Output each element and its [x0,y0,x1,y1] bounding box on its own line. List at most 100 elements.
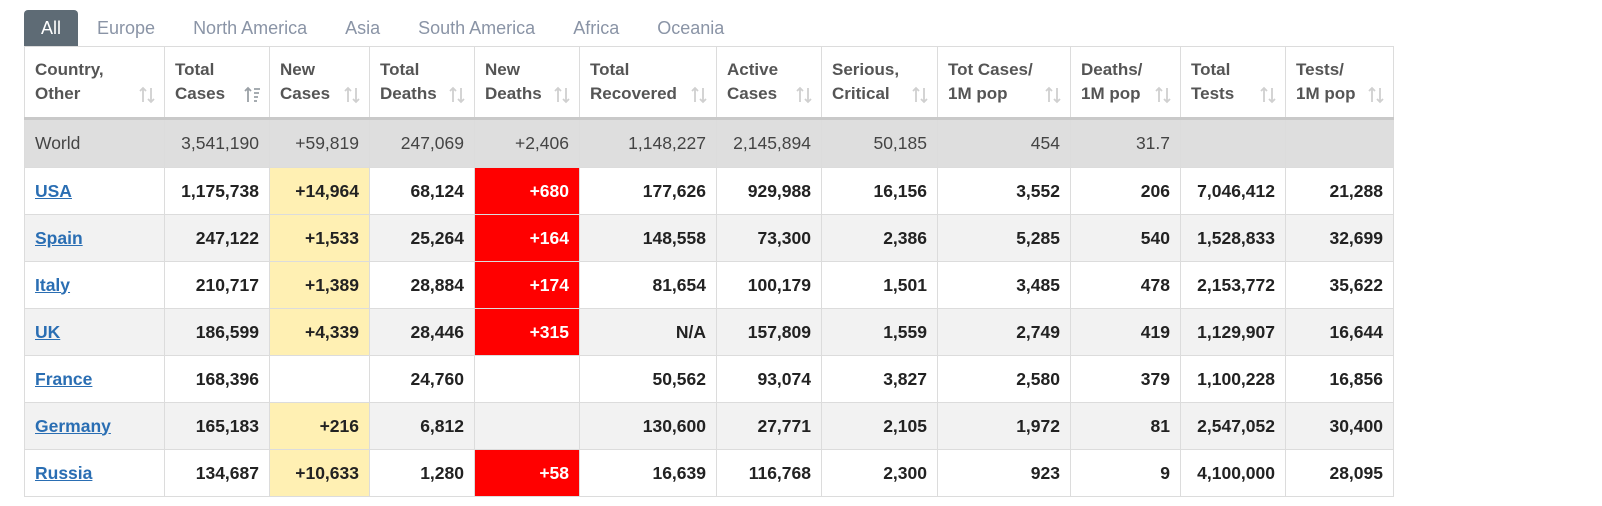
total-deaths-cell: 68,124 [369,167,475,215]
new-cases-cell [269,355,370,403]
country-link[interactable]: Italy [35,274,71,295]
region-tabs: All Europe North America Asia South Amer… [24,10,743,46]
serious-critical-cell: 16,156 [821,167,938,215]
sort-icon[interactable] [448,85,466,105]
column-header-deaths-per-1m[interactable]: Deaths/1M pop [1070,46,1181,120]
tot-cases-per-1m-cell: 923 [937,449,1071,497]
column-header-line: 1M pop [1081,84,1141,103]
serious-critical-cell: 2,300 [821,449,938,497]
column-header-tot-cases-per-1m[interactable]: Tot Cases/1M pop [937,46,1071,120]
column-header-line: New [485,60,520,79]
tot-cases-per-1m-cell: 3,485 [937,261,1071,309]
column-header-line: Total [1191,60,1231,79]
column-header-line: Deaths [380,84,437,103]
tab-europe[interactable]: Europe [97,17,156,38]
tests-per-1m-cell: 16,856 [1285,355,1394,403]
world-total-recovered-cell: 1,148,227 [579,118,717,168]
column-header-serious-critical[interactable]: Serious, Critical [821,46,938,120]
column-header-total-recovered[interactable]: Total Recovered [579,46,717,120]
deaths-per-1m-cell: 540 [1070,214,1181,262]
deaths-per-1m-cell: 379 [1070,355,1181,403]
total-tests-cell: 4,100,000 [1180,449,1286,497]
sort-icon[interactable] [553,85,571,105]
world-serious-critical-cell: 50,185 [821,118,938,168]
sort-desc-icon[interactable] [243,85,261,105]
country-link[interactable]: UK [35,321,61,342]
column-header-line: Tests [1191,84,1235,103]
sort-icon[interactable] [1044,85,1062,105]
world-tests-per-1m-cell [1285,118,1394,168]
sort-icon[interactable] [1154,85,1172,105]
country-link[interactable]: Germany [35,415,111,436]
sort-icon[interactable] [690,85,708,105]
tab-africa[interactable]: Africa [573,17,620,38]
sort-icon[interactable] [911,85,929,105]
sort-icon[interactable] [795,85,813,105]
column-header-line: Country, [35,60,104,79]
column-header-line: Deaths [485,84,542,103]
tab-asia[interactable]: Asia [345,17,381,38]
column-header-tests-per-1m[interactable]: Tests/1M pop [1285,46,1394,120]
tot-cases-per-1m-cell: 5,285 [937,214,1071,262]
column-header-line: Total [175,60,215,79]
deaths-per-1m-cell: 9 [1070,449,1181,497]
column-header-line: Total [590,60,630,79]
deaths-per-1m-cell: 81 [1070,402,1181,450]
column-header-new-cases[interactable]: New Cases [269,46,370,120]
tot-cases-per-1m-cell: 1,972 [937,402,1071,450]
sort-icon[interactable] [1367,85,1385,105]
total-deaths-cell: 28,884 [369,261,475,309]
column-header-line: 1M pop [1296,84,1356,103]
sort-icon[interactable] [138,85,156,105]
column-header-total-cases[interactable]: Total Cases [164,46,270,120]
country-link[interactable]: Russia [35,462,93,483]
sort-icon[interactable] [343,85,361,105]
tab-oceania[interactable]: Oceania [657,17,725,38]
active-cases-cell: 73,300 [716,214,822,262]
column-header-line: Tot Cases/ [948,60,1033,79]
active-cases-cell: 27,771 [716,402,822,450]
serious-critical-cell: 2,386 [821,214,938,262]
header-row: Country, Other Total Cases New Cases Total Deat… [24,46,1394,120]
sort-icon[interactable] [1259,85,1277,105]
country-link[interactable]: Spain [35,227,83,248]
column-header-line: Active [727,60,779,79]
column-header-total-tests[interactable]: Total Tests [1180,46,1286,120]
serious-critical-cell: 3,827 [821,355,938,403]
column-header-line: Serious, [832,60,900,79]
new-cases-cell: +4,339 [269,308,370,356]
total-recovered-cell: 50,562 [579,355,717,403]
world-active-cases-cell: 2,145,894 [716,118,822,168]
column-header-line: Critical [832,84,890,103]
tot-cases-per-1m-cell: 2,749 [937,308,1071,356]
active-cases-cell: 93,074 [716,355,822,403]
column-header-country[interactable]: Country, Other [24,46,165,120]
country-cell: Russia [24,449,165,497]
total-recovered-cell: N/A [579,308,717,356]
table-row: France 168,396 24,760 50,562 93,074 3,827 2,58… [24,355,1394,403]
column-header-line: Tests/ [1296,60,1344,79]
table-row: Russia 134,687 +10,633 1,280 +58 16,639 116,76… [24,449,1394,497]
total-deaths-cell: 1,280 [369,449,475,497]
tot-cases-per-1m-cell: 3,552 [937,167,1071,215]
new-deaths-cell [474,355,580,403]
country-link[interactable]: USA [35,180,72,201]
tab-south-america[interactable]: South America [418,17,536,38]
column-header-total-deaths[interactable]: Total Deaths [369,46,475,120]
total-cases-cell: 186,599 [164,308,270,356]
column-header-line: Total [380,60,420,79]
country-link[interactable]: France [35,368,93,389]
deaths-per-1m-cell: 478 [1070,261,1181,309]
total-cases-cell: 134,687 [164,449,270,497]
tab-north-america[interactable]: North America [193,17,308,38]
tests-per-1m-cell: 30,400 [1285,402,1394,450]
column-header-new-deaths[interactable]: New Deaths [474,46,580,120]
tab-all[interactable]: All [24,10,79,46]
table-row: Germany 165,183 +216 6,812 130,600 27,771 2,10… [24,402,1394,450]
tests-per-1m-cell: 16,644 [1285,308,1394,356]
new-cases-cell: +1,389 [269,261,370,309]
total-deaths-cell: 6,812 [369,402,475,450]
column-header-line: 1M pop [948,84,1008,103]
column-header-active-cases[interactable]: Active Cases [716,46,822,120]
total-deaths-cell: 24,760 [369,355,475,403]
